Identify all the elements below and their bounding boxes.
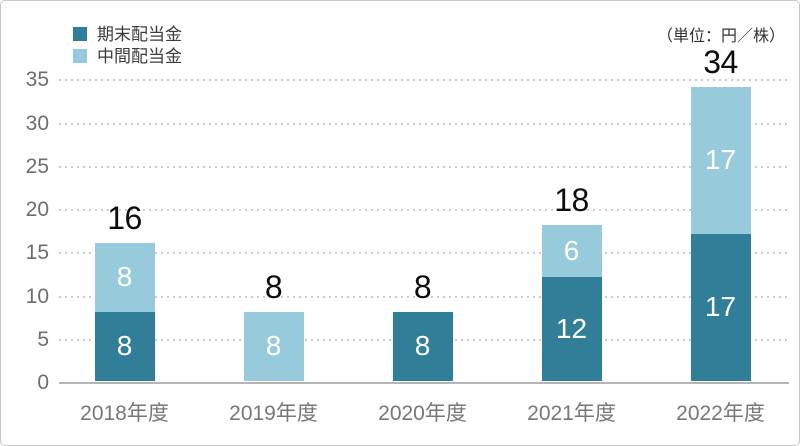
segment-value: 8 bbox=[414, 330, 431, 362]
segment-value: 17 bbox=[704, 291, 737, 323]
gridline bbox=[59, 165, 787, 168]
y-axis-label: 35 bbox=[25, 68, 49, 92]
stacked-bar: 17 17 bbox=[690, 86, 751, 381]
legend-item-interim-dividend: 中間配当金 bbox=[73, 45, 182, 67]
y-axis-label: 5 bbox=[37, 327, 49, 351]
bar-column: 8 8 16 bbox=[50, 1, 199, 445]
y-axis-label: 25 bbox=[25, 154, 49, 178]
bar-segment-final-dividend: 17 bbox=[690, 233, 751, 381]
segment-value: 17 bbox=[704, 144, 737, 176]
bar-segment-interim-dividend: 6 bbox=[541, 225, 602, 278]
bar-column: 6 12 18 bbox=[497, 1, 646, 445]
legend-label-final-dividend: 期末配当金 bbox=[97, 24, 182, 44]
gridline bbox=[59, 79, 787, 82]
segment-value: 8 bbox=[265, 330, 282, 362]
legend-label-interim-dividend: 中間配当金 bbox=[97, 46, 182, 66]
bar-total-label: 8 bbox=[413, 268, 432, 305]
gridline bbox=[59, 209, 787, 211]
gridline bbox=[59, 295, 787, 298]
bar-total-label: 8 bbox=[264, 268, 283, 305]
bar-segment-interim-dividend: 17 bbox=[690, 86, 751, 234]
y-axis-label: 30 bbox=[25, 111, 49, 135]
x-axis-label: 2018年度 bbox=[80, 402, 169, 425]
gridline bbox=[59, 122, 787, 125]
bar-column: 17 17 34 bbox=[646, 1, 795, 445]
segment-value: 12 bbox=[555, 313, 588, 345]
segment-value: 8 bbox=[116, 330, 133, 362]
stacked-bar: 6 12 bbox=[541, 225, 602, 381]
segment-value: 6 bbox=[563, 235, 580, 267]
x-axis-label: 2021年度 bbox=[527, 402, 616, 425]
segment-value: 8 bbox=[116, 261, 133, 293]
unit-label: （単位：円／株） bbox=[656, 28, 785, 45]
bar-total-label: 18 bbox=[554, 182, 589, 219]
x-axis-label: 2019年度 bbox=[229, 402, 318, 425]
bar-segment-interim-dividend: 8 bbox=[243, 311, 304, 381]
final-dividend-swatch-icon bbox=[73, 27, 87, 41]
bar-segment-final-dividend: 8 bbox=[392, 311, 453, 381]
stacked-bar: 8 bbox=[243, 311, 304, 381]
bar-total-label: 16 bbox=[107, 199, 142, 236]
y-axis-label: 10 bbox=[25, 284, 49, 308]
x-axis-baseline bbox=[59, 382, 789, 384]
y-axis-label: 0 bbox=[37, 371, 49, 394]
gridline bbox=[59, 252, 787, 255]
x-axis-label: 2022年度 bbox=[676, 402, 765, 425]
legend-item-final-dividend: 期末配当金 bbox=[73, 23, 182, 45]
y-axis-label: 15 bbox=[25, 241, 49, 265]
chart-legend: 期末配当金 中間配当金 bbox=[73, 23, 182, 67]
bar-segment-final-dividend: 12 bbox=[541, 277, 602, 381]
bar-segment-interim-dividend: 8 bbox=[94, 242, 155, 312]
x-axis-label: 2020年度 bbox=[378, 402, 467, 425]
y-axis-label: 20 bbox=[25, 198, 49, 221]
bar-total-label: 34 bbox=[703, 43, 738, 80]
interim-dividend-swatch-icon bbox=[73, 49, 87, 63]
stacked-bar: 8 bbox=[392, 311, 453, 381]
bar-segment-final-dividend: 8 bbox=[94, 311, 155, 381]
